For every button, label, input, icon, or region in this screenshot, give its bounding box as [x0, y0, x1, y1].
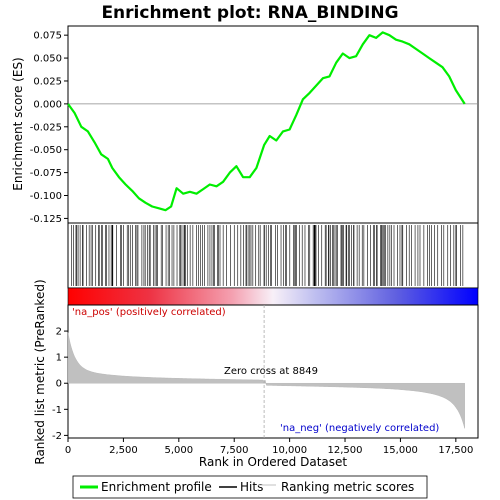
es-curve [67, 31, 466, 212]
legend-label-enrichment: Enrichment profile [101, 480, 212, 494]
y-tick-label-top: 0.050 [33, 54, 62, 65]
y-axis-label-top: Enrichment score (ES) [11, 57, 25, 190]
ranking-metric-area [67, 332, 465, 429]
y-tick-label-bottom: -1 [52, 405, 62, 416]
y-tick-label-top: -0.025 [30, 122, 62, 133]
chart-title: Enrichment plot: RNA_BINDING [101, 3, 398, 23]
y-tick-label-bottom: 0 [56, 379, 62, 390]
x-tick-label: 15,000 [383, 445, 418, 456]
y-tick-label-top: -0.075 [30, 168, 62, 179]
x-tick-label: 7,500 [220, 445, 249, 456]
es-panel-frame [67, 25, 479, 224]
legend-box [72, 475, 428, 499]
y-tick-label-bottom: 1 [56, 353, 62, 364]
y-ticks-top: 0.075 0.050 0.025 0.000 -0.025 -0.050 -0.075 -0… [30, 31, 68, 225]
hits-panel-frame [67, 222, 479, 289]
legend-label-hits: Hits [240, 480, 263, 494]
y-tick-label-top: 0.000 [33, 99, 62, 110]
x-axis-label: Rank in Ordered Dataset [199, 455, 347, 469]
x-tick-label: 2,500 [109, 445, 138, 456]
zero-cross-label: Zero cross at 8849 [224, 366, 318, 377]
x-ticks: 0 2,500 5,000 7,500 10,000 12,500 15,000 17,500 [65, 438, 473, 456]
pos-label: 'na_pos' (positively correlated) [72, 307, 226, 318]
hits-group [71, 225, 464, 286]
y-tick-label-bottom: 2 [56, 327, 62, 338]
y-tick-label-bottom: -2 [52, 431, 62, 442]
legend-label-metric: Ranking metric scores [281, 480, 414, 494]
y-tick-label-top: 0.025 [33, 76, 62, 87]
x-tick-label: 5,000 [164, 445, 193, 456]
x-tick-label: 0 [65, 445, 71, 456]
y-tick-label-top: -0.100 [30, 191, 62, 202]
x-tick-label: 12,500 [328, 445, 363, 456]
y-tick-label-top: -0.050 [30, 145, 62, 156]
x-tick-label: 10,000 [272, 445, 307, 456]
y-tick-label-top: -0.125 [30, 214, 62, 225]
y-ticks-bottom: 2 1 0 -1 -2 [52, 327, 68, 442]
y-axis-label-bottom: Ranked list metric (PreRanked) [33, 279, 47, 464]
metric-group [67, 332, 465, 429]
es-curve-group [67, 31, 466, 212]
y-tick-label-top: 0.075 [33, 31, 62, 42]
rank-colorbar [67, 287, 479, 306]
x-tick-label: 17,500 [438, 445, 473, 456]
neg-label: 'na_neg' (negatively correlated) [280, 423, 439, 434]
